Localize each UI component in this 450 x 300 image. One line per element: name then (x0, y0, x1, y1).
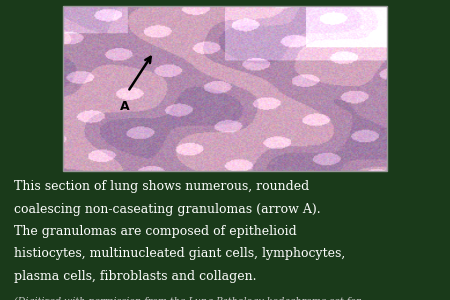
Text: plasma cells, fibroblasts and collagen.: plasma cells, fibroblasts and collagen. (14, 270, 256, 283)
Text: A: A (120, 100, 130, 113)
Text: This section of lung shows numerous, rounded: This section of lung shows numerous, rou… (14, 180, 309, 193)
Text: (Digitized with permission from the Lung Pathology kodachrome set for: (Digitized with permission from the Lung… (14, 296, 360, 300)
Text: coalescing non-caseating granulomas (arrow A).: coalescing non-caseating granulomas (arr… (14, 202, 320, 215)
Text: histiocytes, multinucleated giant cells, lymphocytes,: histiocytes, multinucleated giant cells,… (14, 248, 345, 260)
Bar (63, 6, 387, 171)
Text: The granulomas are composed of epithelioid: The granulomas are composed of epithelio… (14, 225, 297, 238)
